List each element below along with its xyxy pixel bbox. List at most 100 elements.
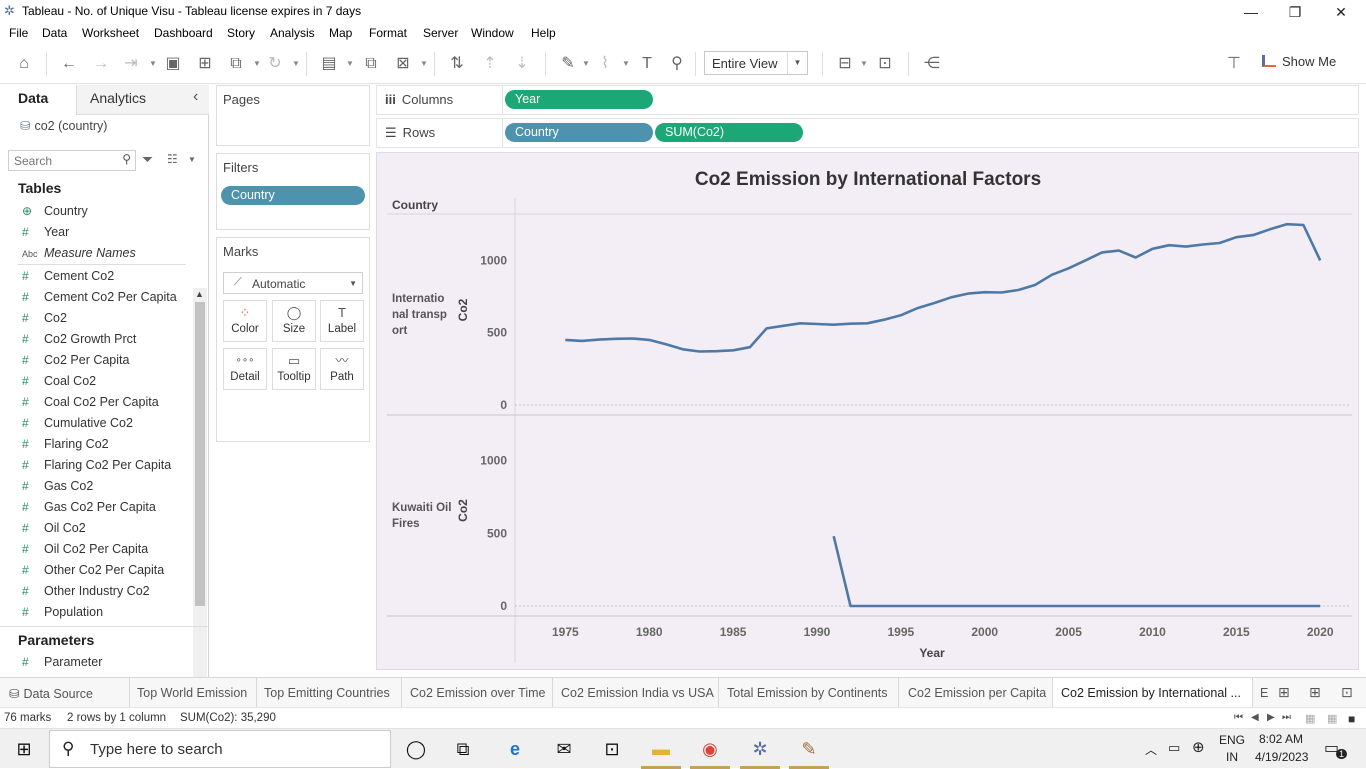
scroll-up-icon[interactable]: ▲ xyxy=(195,289,204,299)
pages-card[interactable]: Pages xyxy=(216,85,370,146)
field-search[interactable]: ⚲ xyxy=(8,150,136,171)
save-icon[interactable]: ▣ xyxy=(165,55,181,72)
color-button[interactable]: ⁘ Color xyxy=(223,300,267,342)
chevron-down-icon[interactable]: ▼ xyxy=(787,52,807,74)
clock-date[interactable]: 4/19/2023 xyxy=(1255,750,1309,764)
sort-ascending-icon[interactable]: ⇡ xyxy=(483,55,497,72)
battery-icon[interactable]: ▭ xyxy=(1168,740,1181,755)
tab-sheet[interactable]: Co2 Emission over Time xyxy=(410,686,546,700)
chevron-down-icon[interactable]: ▼ xyxy=(292,59,300,68)
chevron-down-icon[interactable]: ▼ xyxy=(253,59,261,68)
menu-file[interactable]: File xyxy=(9,26,29,40)
field-item[interactable]: # Gas Co2 Per Capita xyxy=(22,500,156,520)
viz-area[interactable]: Co2 Emission by International Factors Co… xyxy=(376,152,1359,670)
minimize-button[interactable]: — xyxy=(1244,4,1258,20)
new-worksheet-icon[interactable]: ▤ xyxy=(321,55,337,72)
tab-sheet[interactable]: Top Emitting Countries xyxy=(264,686,390,700)
menu-server[interactable]: Server xyxy=(423,26,459,40)
chevron-down-icon[interactable]: ▼ xyxy=(582,59,590,68)
new-story-icon[interactable]: ⊡ xyxy=(1341,684,1353,700)
menu-story[interactable]: Story xyxy=(227,26,256,40)
tooltip-button[interactable]: ▭ Tooltip xyxy=(272,348,316,390)
sort-descending-icon[interactable]: ⇣ xyxy=(515,55,529,72)
size-button[interactable]: ◯ Size xyxy=(272,300,316,342)
tab-sheet[interactable]: E xyxy=(1260,686,1269,700)
next-sheet-icon[interactable]: ▶ xyxy=(1267,712,1275,723)
new-dashboard-icon[interactable]: ⊞ xyxy=(1309,684,1321,700)
chevron-down-icon[interactable]: ▼ xyxy=(349,279,357,288)
chevron-down-icon[interactable]: ▼ xyxy=(346,59,354,68)
field-item[interactable]: # Other Co2 Per Capita xyxy=(22,563,164,583)
store-icon[interactable]: ⊡ xyxy=(604,739,620,759)
first-sheet-icon[interactable]: ⏮ xyxy=(1234,712,1243,723)
field-item[interactable]: ⊕ Country xyxy=(22,204,88,224)
chevron-down-icon[interactable]: ▼ xyxy=(188,155,196,164)
tableau-icon[interactable]: ✲ xyxy=(752,739,768,759)
show-tabs-icon[interactable]: ▦ xyxy=(1327,713,1338,725)
search-input[interactable] xyxy=(9,151,109,170)
tab-sheet[interactable]: Co2 Emission India vs USA xyxy=(561,686,714,700)
clock-time[interactable]: 8:02 AM xyxy=(1259,732,1304,746)
tab-sheet[interactable]: Total Emission by Continents xyxy=(727,686,888,700)
labels-icon[interactable]: T xyxy=(642,55,652,72)
task-view-icon[interactable]: ⧉ xyxy=(456,739,470,759)
share-icon[interactable]: ⋲ xyxy=(924,55,940,72)
taskbar-search[interactable]: ⚲ Type here to search xyxy=(49,730,391,768)
path-button[interactable]: 〰 Path xyxy=(320,348,364,390)
menu-window[interactable]: Window xyxy=(471,26,514,40)
notification-icon[interactable]: ▭ xyxy=(1324,740,1340,757)
language-code[interactable]: ENG xyxy=(1219,733,1246,747)
parameter-item[interactable]: # Parameter xyxy=(22,655,102,675)
file-explorer-icon[interactable]: ▬ xyxy=(652,739,670,759)
duplicate-icon[interactable]: ⧉ xyxy=(365,55,377,72)
field-item[interactable]: Abc Measure Names xyxy=(22,246,136,266)
field-item[interactable]: # Co2 Per Capita xyxy=(22,353,129,373)
field-item[interactable]: # Oil Co2 Per Capita xyxy=(22,542,148,562)
show-filmstrip-icon[interactable]: ▦ xyxy=(1305,713,1316,725)
redo-icon[interactable]: → xyxy=(93,55,109,72)
last-sheet-icon[interactable]: ⏭ xyxy=(1282,712,1291,723)
field-item[interactable]: # Year xyxy=(22,225,69,245)
menu-help[interactable]: Help xyxy=(531,26,556,40)
menu-analysis[interactable]: Analysis xyxy=(270,26,315,40)
chevron-down-icon[interactable]: ▼ xyxy=(420,59,428,68)
prev-sheet-icon[interactable]: ◀ xyxy=(1251,712,1259,723)
tab-sheet[interactable]: Top World Emission xyxy=(137,686,248,700)
scroll-thumb[interactable] xyxy=(195,302,205,606)
show-hidden-icons-icon[interactable]: ︿ xyxy=(1145,743,1158,757)
chrome-icon[interactable]: ◉ xyxy=(702,739,718,759)
filter-icon[interactable]: ⏷ xyxy=(142,151,154,167)
rows-pill-sum-co2[interactable]: SUM(Co2) xyxy=(655,123,803,142)
line-chart[interactable]: Co2 Emission by International Factors Co… xyxy=(377,153,1358,669)
refresh-icon[interactable]: ↻ xyxy=(268,55,282,72)
undo-icon[interactable]: ← xyxy=(61,55,77,72)
show-me-button[interactable]: Show Me xyxy=(1262,54,1336,69)
field-list-scrollbar[interactable]: ▲ ▼ xyxy=(193,288,207,711)
mark-type-select[interactable]: ⟋ Automatic ▼ xyxy=(223,272,363,294)
format-painter-icon[interactable]: ⊤ xyxy=(1227,55,1241,72)
field-item[interactable]: # Coal Co2 Per Capita xyxy=(22,395,159,415)
pin-icon[interactable]: ⚲ xyxy=(671,55,683,72)
clear-sheet-icon[interactable]: ⊠ xyxy=(396,55,410,72)
rows-pill-country[interactable]: Country xyxy=(505,123,653,142)
home-icon[interactable]: ⌂ xyxy=(19,55,29,72)
field-item[interactable]: # Population xyxy=(22,605,103,625)
filters-card[interactable]: Filters Country xyxy=(216,153,370,230)
chevron-down-icon[interactable]: ▼ xyxy=(149,59,157,68)
new-datasource-icon[interactable]: ⊞ xyxy=(198,55,212,72)
rows-shelf[interactable]: ☰ Rows Country SUM(Co2) xyxy=(376,118,1359,148)
filter-pill-country[interactable]: Country xyxy=(221,186,365,205)
tab-data[interactable]: Data xyxy=(18,90,49,106)
chevron-down-icon[interactable]: ▼ xyxy=(622,59,630,68)
field-item[interactable]: # Cumulative Co2 xyxy=(22,416,133,436)
columns-shelf[interactable]: iii Columns Year xyxy=(376,85,1359,115)
label-button[interactable]: T Label xyxy=(320,300,364,342)
show-sheet-sorter-icon[interactable]: ■ xyxy=(1348,712,1356,726)
network-icon[interactable]: ⊕ xyxy=(1192,739,1205,756)
edge-browser-icon[interactable]: e xyxy=(509,739,520,759)
highlight-icon[interactable]: ✎ xyxy=(561,55,575,72)
field-item[interactable]: # Other Industry Co2 xyxy=(22,584,150,604)
columns-pill-year[interactable]: Year xyxy=(505,90,653,109)
tab-sheet[interactable]: Co2 Emission per Capita xyxy=(908,686,1047,700)
chevron-down-icon[interactable]: ▼ xyxy=(860,59,868,68)
